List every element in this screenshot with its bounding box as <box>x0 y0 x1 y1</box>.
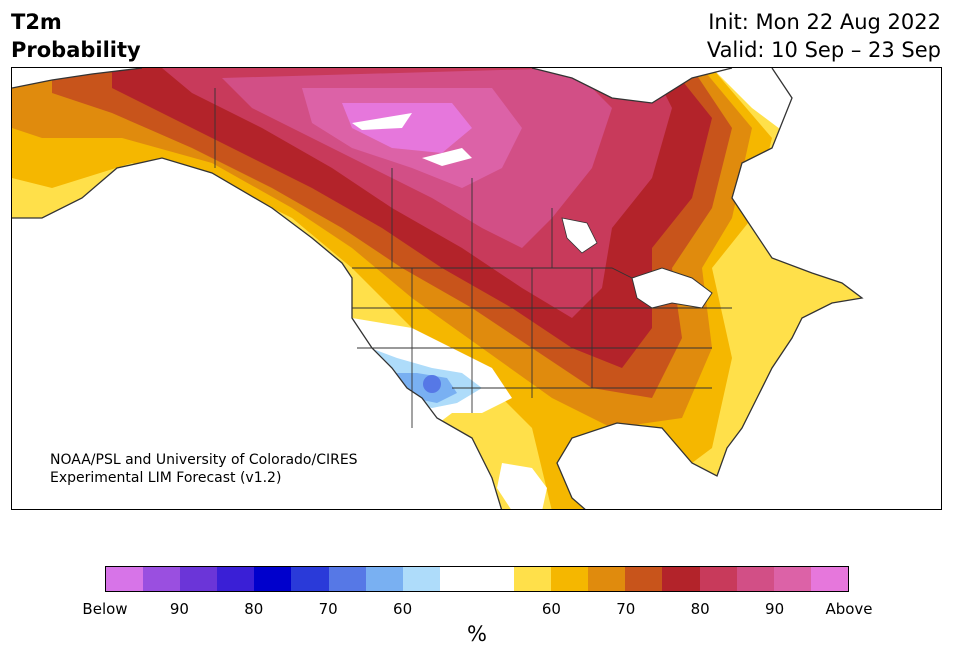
colorbar-segment <box>365 567 403 591</box>
colorbar-segment <box>736 567 774 591</box>
colorbar-segment <box>699 567 737 591</box>
colorbar-segment <box>180 567 218 591</box>
forecast-dates: Init: Mon 22 Aug 2022 Valid: 10 Sep – 23… <box>707 8 941 64</box>
colorbar-segment <box>106 567 144 591</box>
colorbar-unit: % <box>467 622 487 646</box>
valid-date: Valid: 10 Sep – 23 Sep <box>706 38 941 62</box>
colorbar-segment <box>662 567 700 591</box>
colorbar-tick-label: 80 <box>690 600 710 618</box>
political-boundaries <box>214 88 732 428</box>
colorbar-segment <box>217 567 255 591</box>
colorbar <box>105 566 849 592</box>
colorbar-tick-label: 70 <box>318 600 338 618</box>
colorbar-segment <box>551 567 589 591</box>
colorbar-segment <box>439 567 477 591</box>
title-variable: T2m <box>11 10 62 34</box>
arctic-white <box>712 68 941 217</box>
colorbar-tick-label: 60 <box>541 600 561 618</box>
colorbar-tick-label: 80 <box>244 600 264 618</box>
colorbar-segment <box>810 567 848 591</box>
colorbar-segment <box>291 567 329 591</box>
credit-line-2: Experimental LIM Forecast (v1.2) <box>50 470 281 486</box>
colorbar-segment <box>773 567 811 591</box>
colorbar-tick-label: 70 <box>616 600 636 618</box>
probability-map: NOAA/PSL and University of Colorado/CIRE… <box>11 67 942 510</box>
colorbar-segment <box>625 567 663 591</box>
great-slave-lake <box>422 148 472 166</box>
map-canvas: NOAA/PSL and University of Colorado/CIRE… <box>12 68 941 509</box>
colorbar-segment <box>254 567 292 591</box>
colorbar-segment <box>402 567 440 591</box>
colorbar-segment <box>476 567 515 591</box>
great-bear-lake <box>352 113 412 130</box>
lake-winnipeg <box>561 217 598 254</box>
credit-line-1: NOAA/PSL and University of Colorado/CIRE… <box>50 452 358 468</box>
title-type: Probability <box>11 38 141 62</box>
colorbar-tick-label: Below <box>82 600 128 618</box>
colorbar-segment <box>514 567 552 591</box>
colorbar-segment <box>588 567 626 591</box>
probability-fill <box>12 68 862 509</box>
colorbar-tick-label: Above <box>825 600 873 618</box>
init-date: Init: Mon 22 Aug 2022 <box>708 10 941 34</box>
colorbar-segment <box>328 567 366 591</box>
colorbar-segment <box>143 567 181 591</box>
colorbar-tick-label: 60 <box>393 600 413 618</box>
colorbar-tick-label: 90 <box>169 600 189 618</box>
map-title: T2m Probability <box>11 8 141 64</box>
colorbar-tick-label: 90 <box>765 600 785 618</box>
coastline <box>12 68 864 509</box>
